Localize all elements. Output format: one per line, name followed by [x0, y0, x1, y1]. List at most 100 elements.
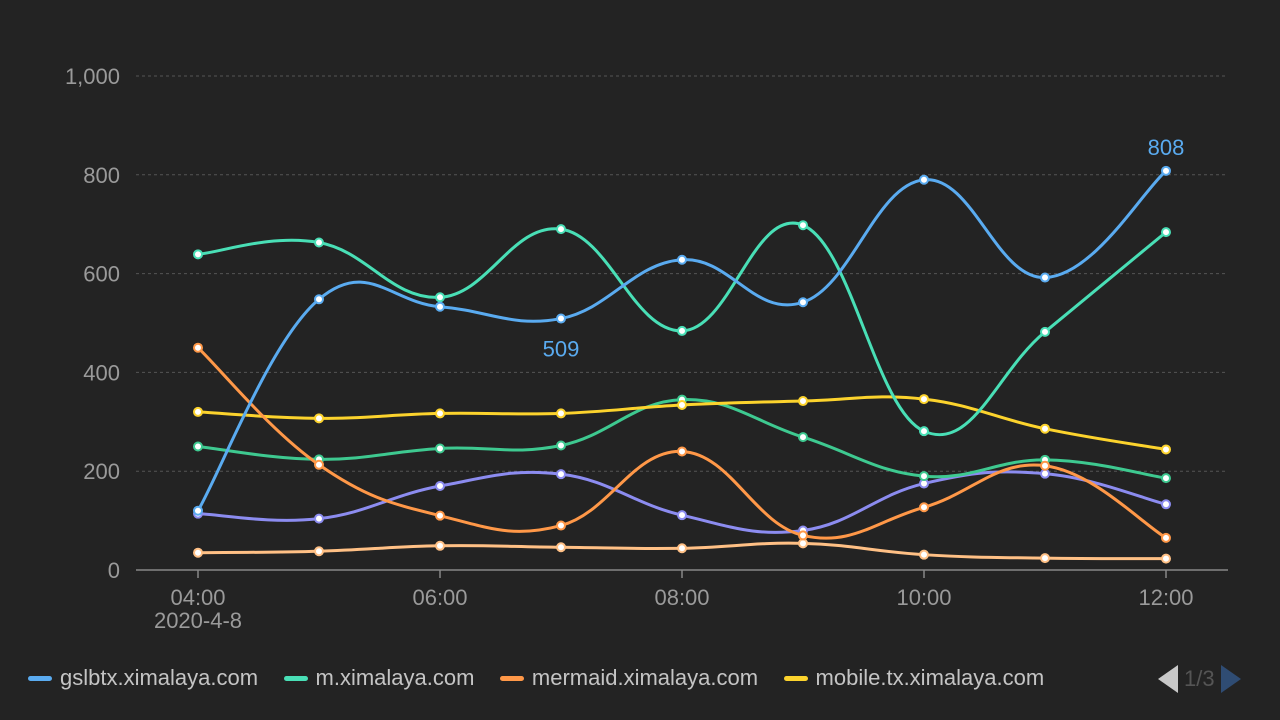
data-point	[193, 505, 203, 516]
legend-pager: 1/3	[1158, 662, 1241, 696]
data-point	[193, 342, 203, 353]
data-point	[919, 502, 929, 513]
data-point	[435, 510, 445, 521]
data-point	[193, 406, 203, 417]
data-point	[435, 408, 445, 419]
data-point	[1161, 473, 1171, 484]
data-point	[556, 224, 566, 235]
series-6	[193, 538, 1171, 564]
data-point	[314, 237, 324, 248]
data-point	[193, 547, 203, 558]
data-point	[193, 249, 203, 260]
data-point	[919, 394, 929, 405]
data-point	[1161, 444, 1171, 455]
x-date-label: 2020-4-8	[154, 608, 242, 633]
legend-swatch	[28, 675, 52, 681]
data-point	[1040, 553, 1050, 564]
x-tick-label: 04:00	[170, 585, 225, 610]
data-point	[1161, 499, 1171, 510]
data-point	[556, 440, 566, 451]
data-point	[919, 471, 929, 482]
data-label: 509	[543, 337, 580, 362]
legend-label: m.ximalaya.com	[315, 665, 475, 690]
grid-layer	[136, 75, 1228, 472]
legend-item-mermaid[interactable]: mermaid.ximalaya.com	[499, 660, 759, 696]
data-point	[435, 292, 445, 303]
x-tick-label: 06:00	[412, 585, 467, 610]
data-point	[314, 459, 324, 470]
data-point	[677, 543, 687, 554]
data-point	[314, 413, 324, 424]
data-point	[314, 294, 324, 305]
legend: gslbtx.ximalaya.com m.ximalaya.com merma…	[28, 660, 1158, 696]
data-point	[677, 254, 687, 265]
data-point	[314, 546, 324, 557]
legend-item-gslbtx[interactable]: gslbtx.ximalaya.com	[28, 660, 258, 696]
data-point	[435, 301, 445, 312]
data-point	[919, 174, 929, 185]
y-tick-label: 800	[83, 163, 120, 188]
data-point	[677, 400, 687, 411]
data-point	[1040, 326, 1050, 337]
data-point	[1161, 532, 1171, 543]
x-tick-label: 08:00	[654, 585, 709, 610]
data-point	[556, 520, 566, 531]
data-point	[798, 432, 808, 443]
axis-layer: 0 200 400 600 800 1,000 04:00 06:00 08:00 10:00 12…	[65, 64, 1228, 633]
data-point	[919, 426, 929, 437]
data-point	[798, 538, 808, 549]
x-tick-label: 12:00	[1138, 585, 1193, 610]
data-point	[1040, 272, 1050, 283]
chart-canvas: 0 200 400 600 800 1,000 04:00 06:00 08:00 10:00 12…	[65, 64, 1228, 633]
legend-label: mermaid.ximalaya.com	[531, 665, 759, 690]
series-line	[196, 169, 1167, 512]
data-point	[435, 540, 445, 551]
data-point	[193, 441, 203, 452]
data-point	[919, 549, 929, 560]
data-label: 808	[1148, 135, 1185, 160]
data-point	[677, 446, 687, 457]
legend-swatch	[499, 675, 524, 681]
legend-label: mobile.tx.ximalaya.com	[815, 665, 1045, 690]
series-layer	[193, 165, 1171, 564]
series-0	[193, 165, 1171, 516]
series-2	[193, 342, 1171, 543]
data-point	[1161, 553, 1171, 564]
pager-indicator: 1/3	[1184, 666, 1215, 691]
data-point	[1040, 423, 1050, 434]
data-point	[798, 297, 808, 308]
data-point	[1040, 468, 1050, 479]
data-point	[556, 313, 566, 324]
data-point	[1161, 165, 1171, 176]
data-point	[435, 443, 445, 454]
data-point	[798, 530, 808, 541]
data-point	[314, 513, 324, 524]
series-line	[196, 346, 1167, 540]
data-point	[435, 481, 445, 492]
data-point	[556, 542, 566, 553]
pager-prev-arrow-icon[interactable]	[1158, 665, 1178, 693]
legend-swatch	[283, 675, 308, 681]
legend-swatch	[783, 675, 808, 681]
data-point	[1040, 460, 1050, 471]
data-point	[556, 408, 566, 419]
data-point	[798, 396, 808, 407]
y-tick-label: 600	[83, 262, 120, 287]
legend-label: gslbtx.ximalaya.com	[60, 665, 259, 690]
data-point	[1161, 227, 1171, 238]
y-tick-label: 400	[83, 360, 120, 385]
series-1	[193, 220, 1171, 437]
y-tick-label: 1,000	[65, 64, 120, 89]
data-point	[677, 325, 687, 336]
data-point	[556, 469, 566, 480]
y-tick-label: 0	[108, 558, 120, 583]
label-layer: 509 808	[543, 135, 1185, 362]
x-tick-label: 10:00	[896, 585, 951, 610]
legend-item-m[interactable]: m.ximalaya.com	[283, 660, 475, 696]
pager-next-arrow-icon[interactable]	[1220, 665, 1241, 693]
data-point	[798, 220, 808, 231]
y-tick-label: 200	[83, 459, 120, 484]
legend-item-mobile-tx[interactable]: mobile.tx.ximalaya.com	[783, 660, 1045, 696]
data-point	[677, 510, 687, 521]
